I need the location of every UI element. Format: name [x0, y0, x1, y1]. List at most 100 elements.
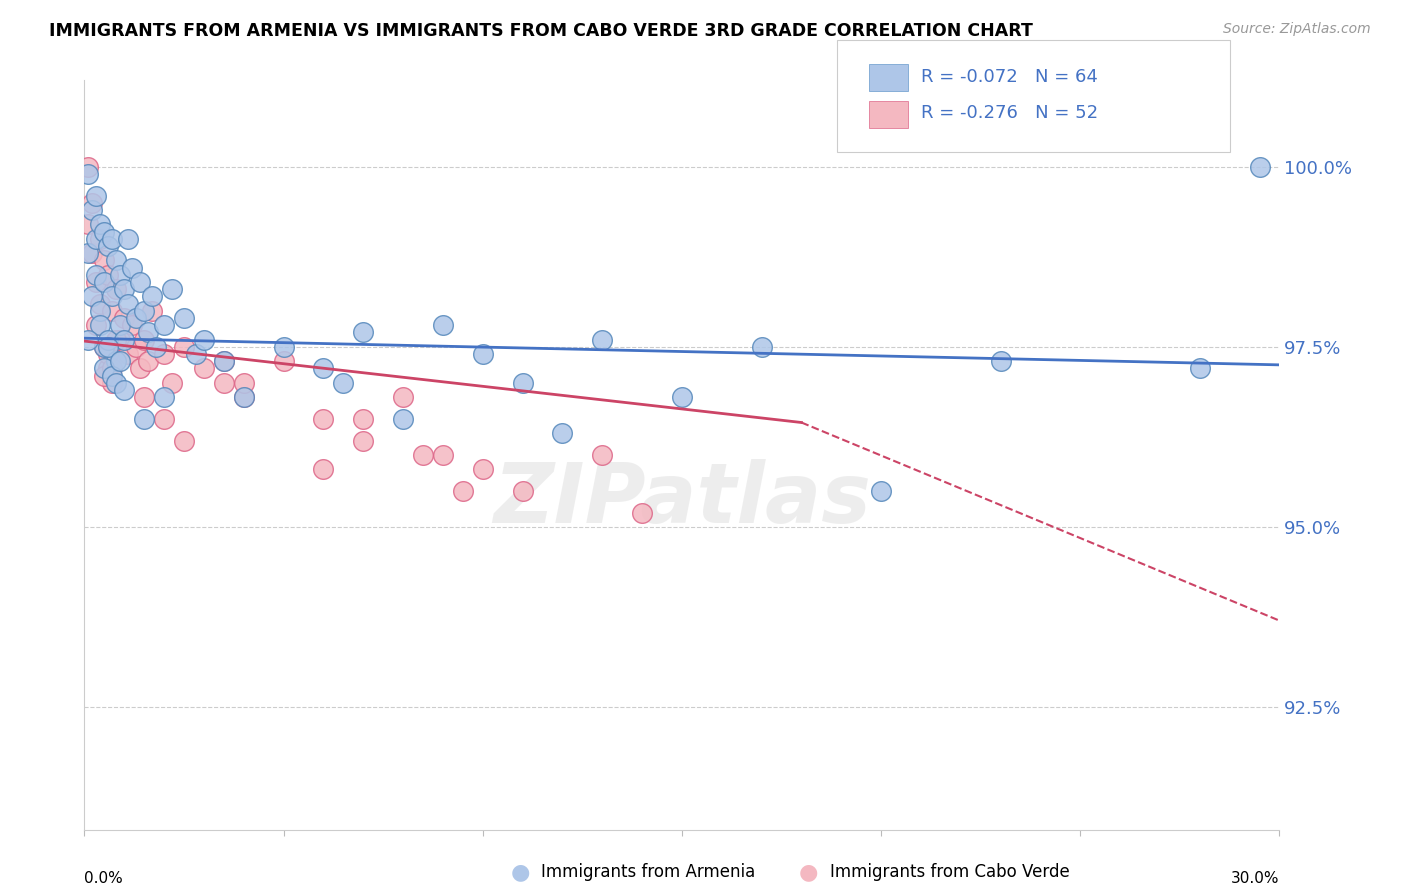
Point — [129, 361, 152, 376]
Text: ●: ● — [799, 863, 818, 882]
Point — [136, 354, 159, 368]
Point — [89, 296, 111, 310]
Point — [89, 218, 111, 232]
Point — [551, 426, 574, 441]
Point — [101, 232, 124, 246]
Text: R = -0.276   N = 52: R = -0.276 N = 52 — [921, 104, 1098, 122]
Point — [89, 232, 111, 246]
Point — [82, 202, 104, 217]
Point — [97, 340, 120, 354]
Point — [97, 333, 120, 347]
Point — [352, 326, 374, 340]
Point — [117, 296, 139, 310]
Point — [471, 347, 494, 361]
Point — [125, 340, 148, 354]
Point — [212, 376, 235, 390]
Point — [184, 347, 207, 361]
Point — [432, 318, 454, 333]
Point — [105, 253, 128, 268]
Point — [153, 318, 176, 333]
Point — [631, 506, 654, 520]
Point — [193, 333, 215, 347]
Point — [97, 361, 120, 376]
Text: ZIPatlas: ZIPatlas — [494, 459, 870, 541]
Point — [77, 167, 100, 181]
Point — [93, 225, 115, 239]
Point — [77, 333, 100, 347]
Point — [77, 246, 100, 260]
Point — [112, 383, 135, 397]
Point — [273, 354, 295, 368]
Point — [392, 412, 415, 426]
Text: 0.0%: 0.0% — [84, 871, 124, 886]
Point — [93, 340, 115, 354]
Point — [990, 354, 1012, 368]
Text: ●: ● — [510, 863, 530, 882]
Point — [232, 390, 254, 404]
Point — [105, 354, 128, 368]
Point — [132, 333, 156, 347]
Point — [77, 160, 100, 174]
Point — [332, 376, 354, 390]
Point — [1249, 160, 1271, 174]
Point — [89, 303, 111, 318]
Point — [112, 311, 135, 326]
Point — [193, 361, 215, 376]
Point — [212, 354, 235, 368]
Point — [232, 376, 254, 390]
Point — [82, 246, 104, 260]
Point — [591, 333, 613, 347]
Point — [153, 390, 176, 404]
Point — [105, 282, 128, 296]
Point — [97, 239, 120, 253]
Point — [110, 354, 132, 368]
Point — [312, 462, 335, 476]
Point — [121, 318, 143, 333]
Point — [97, 347, 120, 361]
Point — [89, 318, 111, 333]
Point — [93, 368, 115, 383]
Point — [93, 340, 115, 354]
Point — [160, 376, 183, 390]
Point — [1188, 361, 1211, 376]
Point — [86, 188, 108, 202]
Point — [352, 434, 374, 448]
Text: Immigrants from Cabo Verde: Immigrants from Cabo Verde — [830, 863, 1070, 881]
Point — [392, 390, 415, 404]
Point — [112, 333, 135, 347]
Point — [125, 311, 148, 326]
Point — [105, 376, 128, 390]
Point — [93, 253, 115, 268]
Point — [101, 368, 124, 383]
Text: IMMIGRANTS FROM ARMENIA VS IMMIGRANTS FROM CABO VERDE 3RD GRADE CORRELATION CHAR: IMMIGRANTS FROM ARMENIA VS IMMIGRANTS FR… — [49, 22, 1033, 40]
Point — [117, 232, 139, 246]
Point — [101, 361, 124, 376]
Point — [110, 333, 132, 347]
Point — [232, 390, 254, 404]
Point — [97, 268, 120, 282]
Point — [110, 268, 132, 282]
Point — [591, 448, 613, 462]
Point — [93, 275, 115, 289]
Point — [86, 318, 108, 333]
Point — [153, 347, 176, 361]
Text: Source: ZipAtlas.com: Source: ZipAtlas.com — [1223, 22, 1371, 37]
Point — [121, 260, 143, 275]
Point — [160, 282, 183, 296]
Point — [451, 483, 474, 498]
Point — [132, 412, 156, 426]
Point — [173, 311, 195, 326]
Point — [173, 340, 195, 354]
Point — [512, 483, 534, 498]
Point — [512, 376, 534, 390]
Point — [432, 448, 454, 462]
Point — [751, 340, 773, 354]
Point — [101, 303, 124, 318]
Point — [141, 303, 163, 318]
Point — [105, 333, 128, 347]
Point — [145, 340, 167, 354]
Point — [93, 361, 115, 376]
Point — [273, 340, 295, 354]
Point — [352, 412, 374, 426]
Point — [136, 326, 159, 340]
